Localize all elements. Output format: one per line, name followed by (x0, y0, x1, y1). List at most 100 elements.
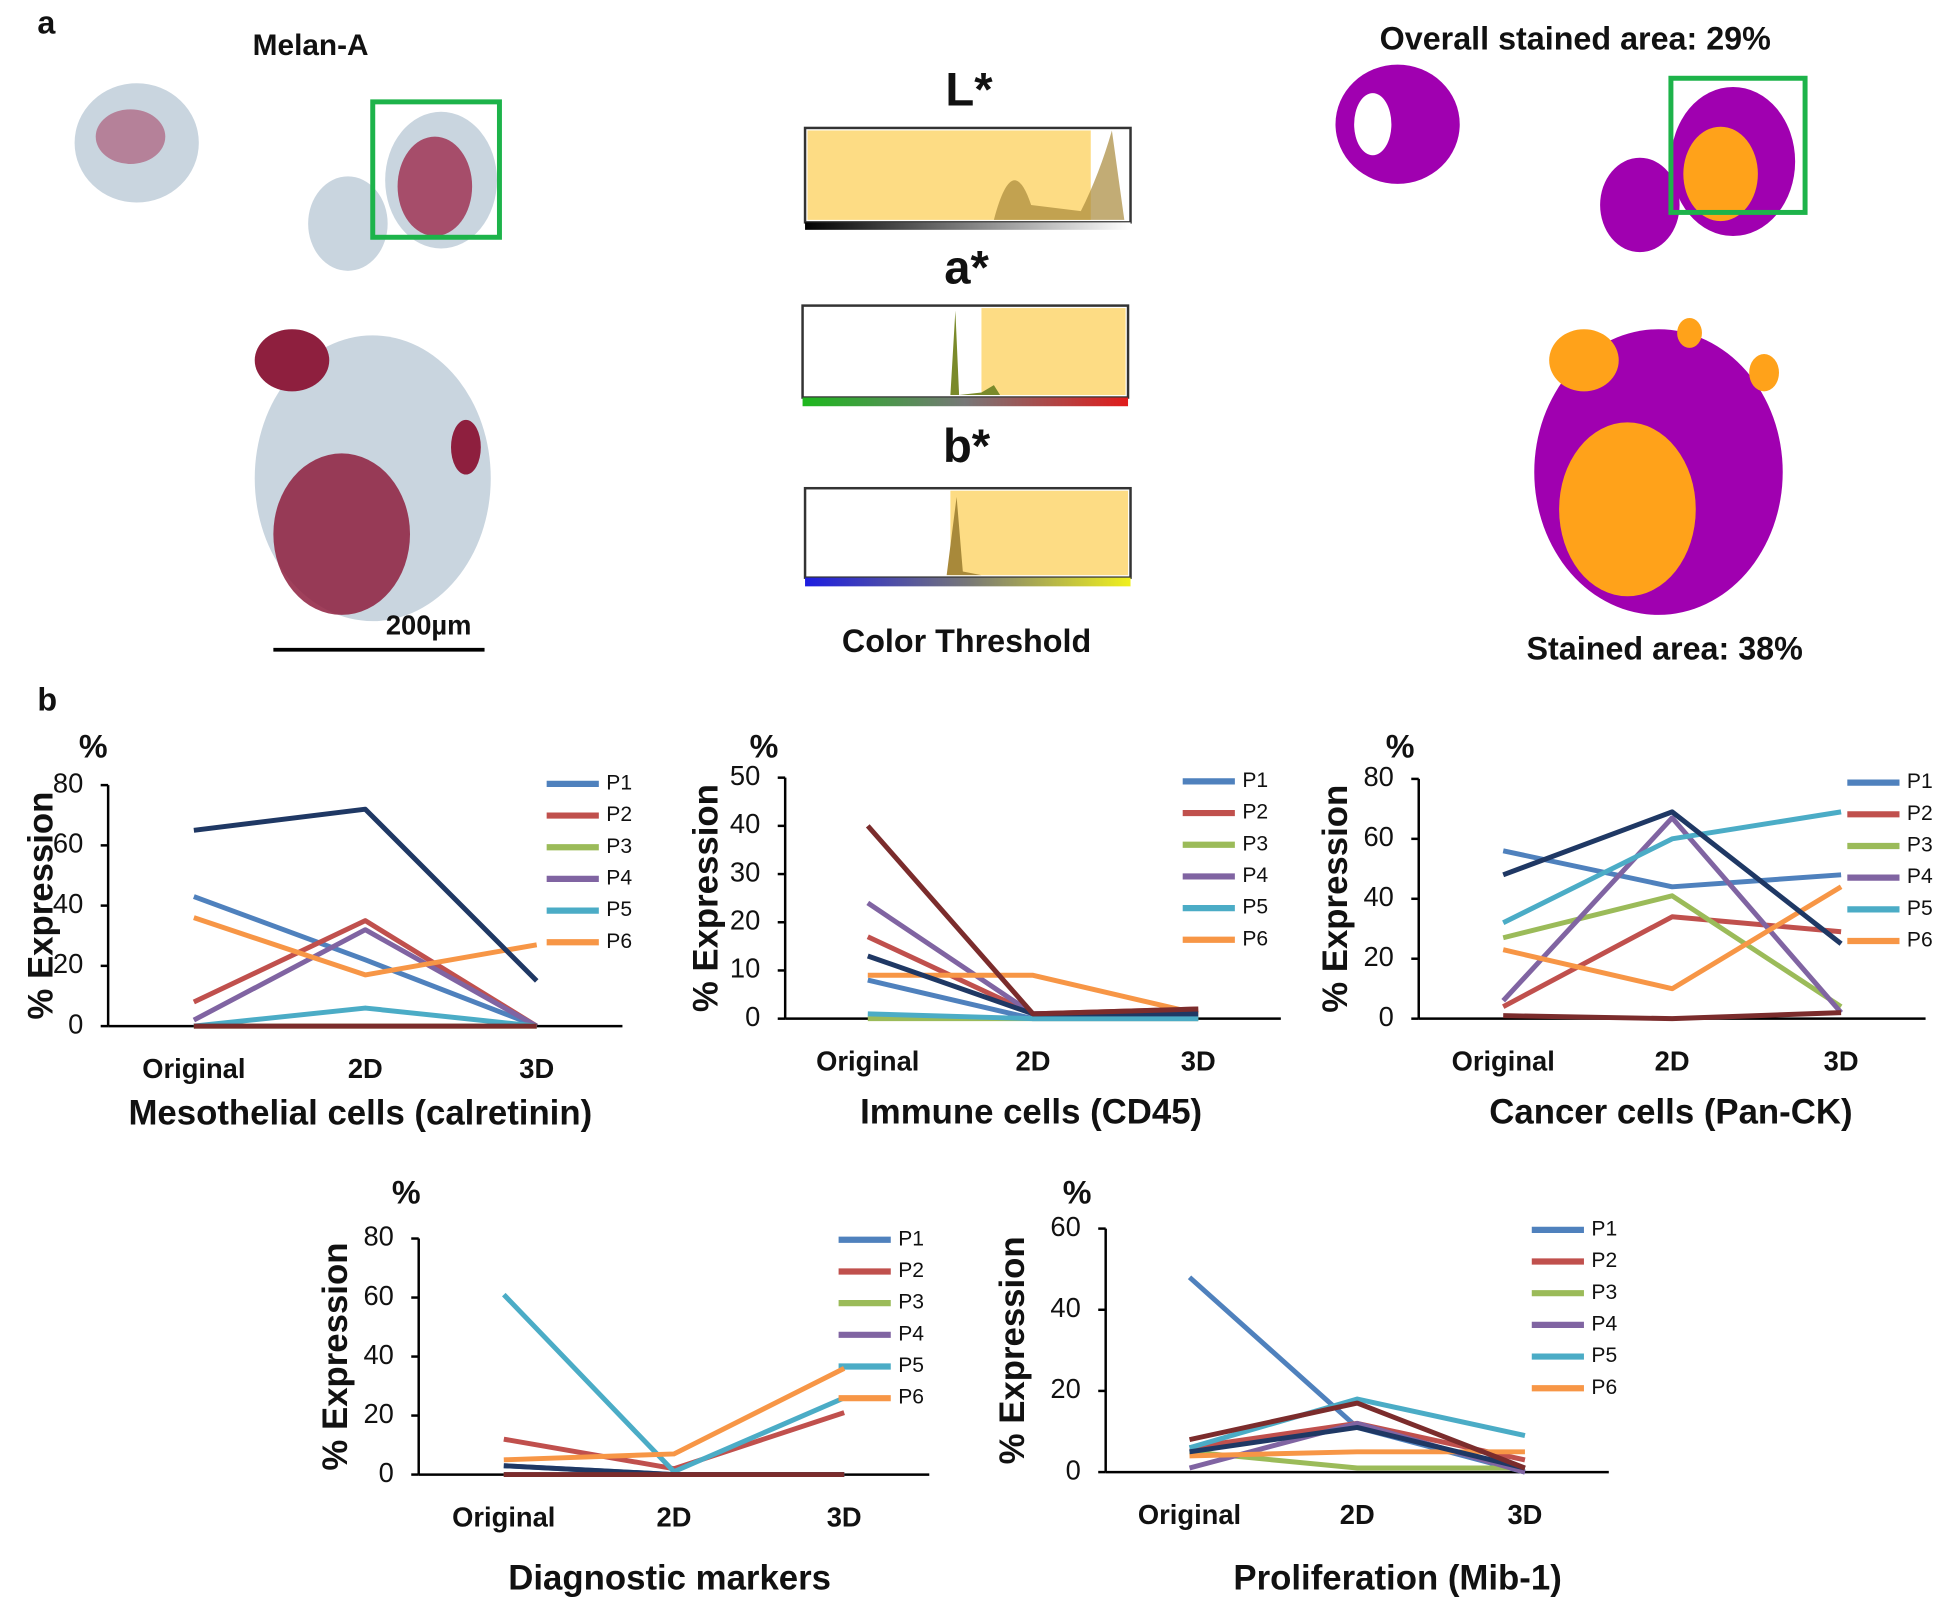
legend-label: P6 (1242, 927, 1268, 950)
chart-title: Immune cells (CD45) (860, 1094, 1202, 1132)
series-line (1189, 1449, 1525, 1459)
series-line (1502, 809, 1842, 925)
y-tick-label: 60 (1363, 821, 1393, 852)
channel-label: b* (943, 420, 991, 473)
series-line (193, 915, 538, 978)
y-unit: % (79, 729, 108, 765)
legend-label: P6 (1591, 1376, 1617, 1399)
legend-label: P5 (1242, 896, 1268, 919)
x-tick-label: 3D (1181, 1046, 1216, 1077)
y-axis-label: % Expression (687, 784, 725, 1012)
y-tick-label: 60 (53, 828, 83, 859)
series-line (502, 1292, 846, 1475)
panel-label: a (37, 4, 56, 40)
y-unit: % (750, 729, 779, 765)
y-tick-label: 40 (1050, 1292, 1080, 1323)
y-tick-label: 20 (1050, 1373, 1080, 1404)
legend-label: P5 (1591, 1344, 1617, 1367)
series-line (192, 918, 539, 1029)
segmented-images (1335, 64, 1808, 615)
series-line (1189, 1449, 1525, 1471)
series-line (193, 806, 539, 983)
legend-label: P2 (606, 803, 632, 826)
y-axis-label: % Expression (317, 1243, 355, 1471)
x-tick-label: 2D (1655, 1046, 1690, 1077)
series-line (1501, 815, 1843, 1015)
y-tick-label: 0 (745, 1001, 760, 1032)
x-tick-label: Original (452, 1502, 555, 1533)
y-axis-label: % Expression (994, 1236, 1032, 1464)
legend-label: P6 (606, 930, 632, 953)
x-tick-label: 3D (519, 1053, 554, 1084)
series-line (1502, 914, 1842, 1009)
series-line (1502, 848, 1842, 890)
legend-label: P6 (1907, 929, 1933, 952)
x-tick-label: Original (1452, 1046, 1555, 1077)
series-line (192, 894, 538, 1029)
x-tick-label: Original (816, 1046, 919, 1077)
y-tick-label: 30 (730, 856, 760, 887)
legend-label: P3 (1907, 834, 1933, 857)
series-line (1189, 1400, 1526, 1471)
y-tick-label: 10 (730, 953, 760, 984)
x-tick-label: 3D (1507, 1499, 1542, 1530)
overall-area: Overall stained area: 29% (1380, 21, 1771, 57)
y-axis-label: % Expression (23, 792, 61, 1020)
channel-label: L* (945, 64, 993, 117)
y-axis-label: % Expression (1317, 785, 1355, 1013)
series-line (1502, 893, 1843, 1009)
series-line (1503, 1010, 1842, 1022)
legend-label: P5 (1907, 897, 1933, 920)
series-line (193, 1005, 537, 1029)
y-tick-label: 0 (1379, 1001, 1394, 1032)
legend-label: P2 (1242, 801, 1268, 824)
legend-label: P5 (898, 1354, 924, 1377)
y-tick-label: 20 (730, 904, 760, 935)
x-tick-label: 2D (348, 1053, 383, 1084)
y-unit: % (1063, 1175, 1092, 1211)
legend-label: P3 (606, 835, 632, 858)
panel-label: b (37, 681, 57, 717)
series-line (1189, 1424, 1526, 1471)
chart-title: Cancer cells (Pan-CK) (1489, 1094, 1852, 1132)
threshold-title: Color Threshold (842, 623, 1091, 659)
legend-label: P3 (898, 1291, 924, 1314)
y-tick-label: 60 (363, 1280, 393, 1311)
series-line (1502, 884, 1843, 992)
y-tick-label: 0 (68, 1008, 83, 1039)
legend-label: P1 (898, 1227, 924, 1250)
legend-label: P6 (898, 1386, 924, 1409)
y-tick-label: 0 (1066, 1454, 1081, 1485)
y-tick-label: 20 (53, 948, 83, 979)
legend-label: P2 (898, 1259, 924, 1282)
chart-title: Diagnostic markers (508, 1559, 831, 1597)
legend-label: P1 (1242, 769, 1268, 792)
y-tick-label: 20 (1363, 941, 1393, 972)
series-line (865, 824, 1199, 1017)
y-tick-label: 80 (1363, 761, 1393, 792)
y-unit: % (1386, 729, 1415, 765)
tissue-images (74, 83, 502, 652)
chart-title: Proliferation (Mib-1) (1233, 1559, 1561, 1597)
y-tick-label: 80 (363, 1221, 393, 1252)
legend-label: P4 (898, 1322, 924, 1345)
y-tick-label: 40 (730, 808, 760, 839)
series-line (503, 1366, 846, 1463)
legend-label: P4 (1591, 1312, 1617, 1335)
legend-label: P4 (1907, 865, 1933, 888)
y-tick-label: 40 (363, 1339, 393, 1370)
legend-label: P2 (1907, 802, 1933, 825)
y-tick-label: 20 (363, 1398, 393, 1429)
y-tick-label: 60 (1050, 1211, 1080, 1242)
stain-title: Melan-A (253, 29, 369, 62)
legend-label: P4 (1242, 864, 1268, 887)
chart-title: Mesothelial cells (calretinin) (128, 1095, 592, 1133)
y-tick-label: 80 (53, 767, 83, 798)
channel-label: a* (944, 241, 989, 294)
x-tick-label: 2D (657, 1502, 692, 1533)
legend-label: P4 (606, 866, 632, 889)
zoom-area: Stained area: 38% (1527, 630, 1803, 666)
x-tick-label: 3D (827, 1502, 862, 1533)
x-tick-label: 3D (1824, 1046, 1859, 1077)
